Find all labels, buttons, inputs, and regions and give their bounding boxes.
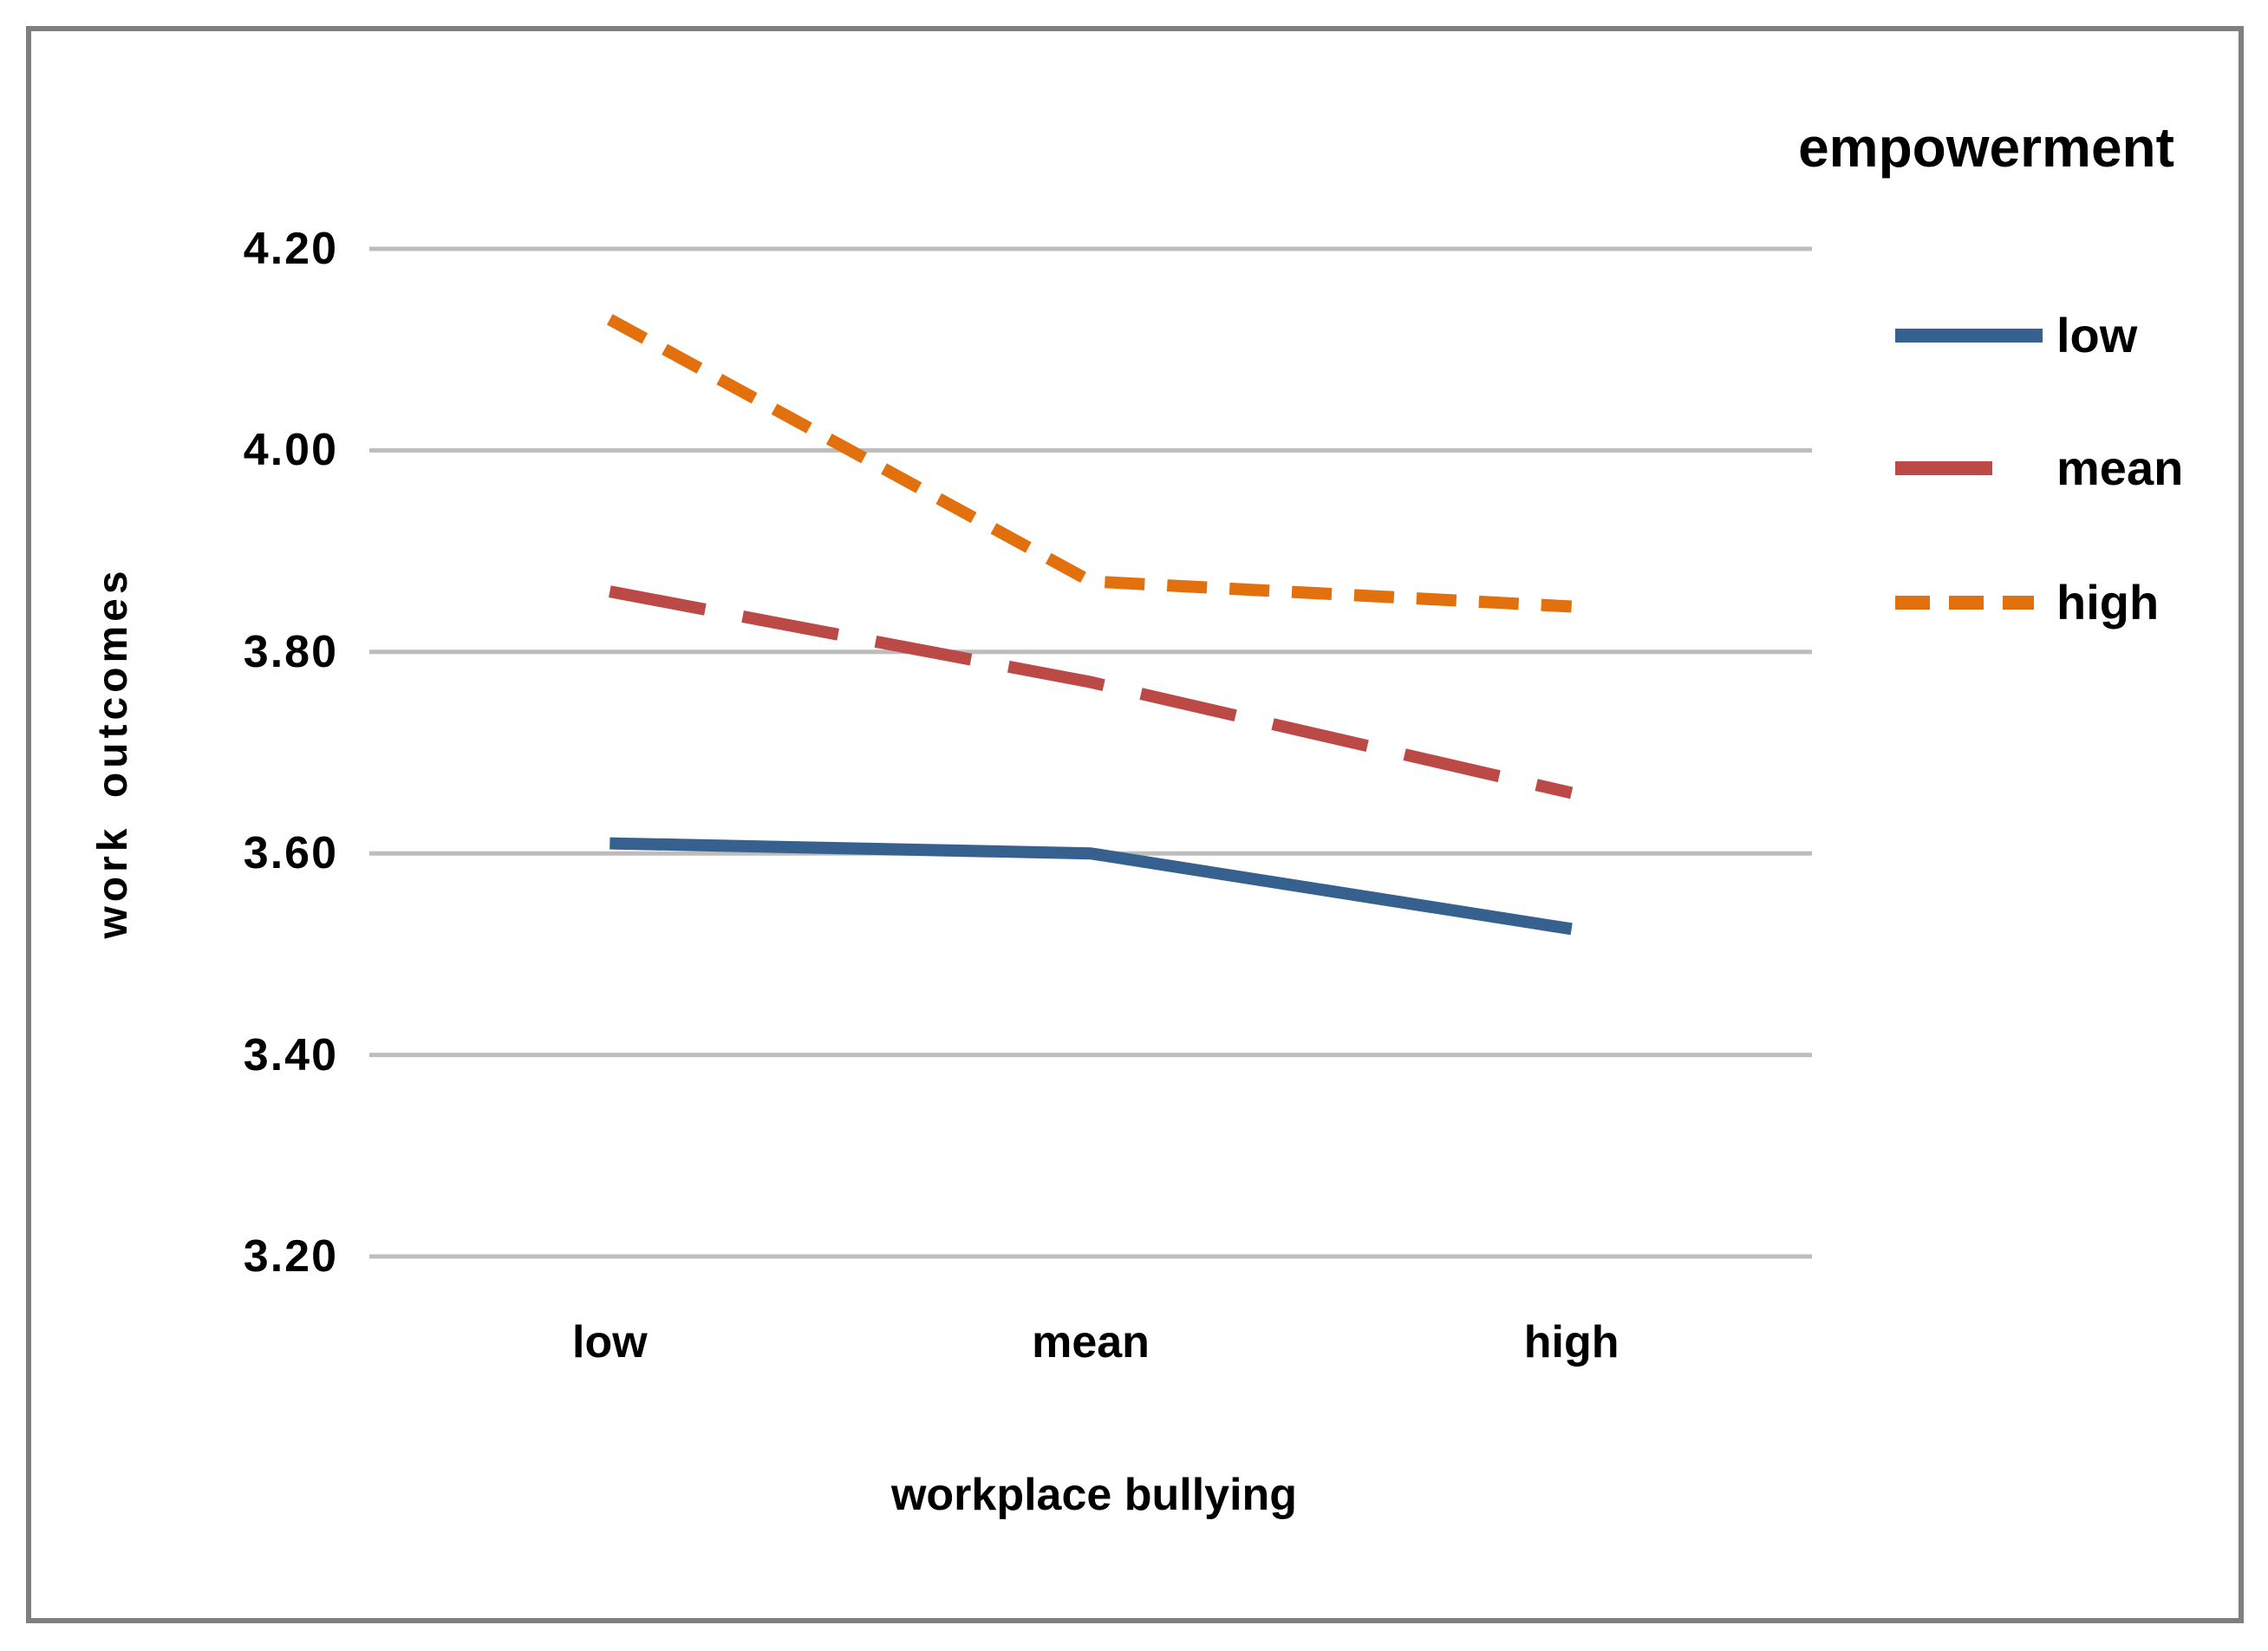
chart-frame-border xyxy=(26,26,2244,1623)
y-tick-label: 3.20 xyxy=(243,1231,338,1282)
legend-title: empowerment xyxy=(1798,116,2174,179)
y-tick-label: 4.20 xyxy=(243,224,338,274)
legend-swatch-line-icon xyxy=(1895,461,1992,475)
legend-swatch-line-icon xyxy=(1895,329,2043,343)
y-tick-label: 3.80 xyxy=(243,626,338,677)
legend-item-mean: mean xyxy=(1895,440,2183,496)
y-axis-title: work outcomes xyxy=(90,566,136,939)
legend-item-label: low xyxy=(2056,308,2138,362)
series-line-mean xyxy=(609,585,1574,799)
legend-item-low: low xyxy=(1895,308,2137,363)
legend-item-high: high xyxy=(1895,575,2159,630)
series-line-high xyxy=(606,314,1573,613)
x-axis-title: workplace bullying xyxy=(890,1470,1298,1520)
y-tick-label: 3.60 xyxy=(243,828,338,879)
y-tick-label: 4.00 xyxy=(243,425,338,476)
legend-item-label: high xyxy=(2056,575,2160,630)
x-tick-label: mean xyxy=(1032,1317,1150,1367)
x-tick-label: low xyxy=(571,1317,648,1367)
x-tick-label: high xyxy=(1523,1317,1620,1367)
y-tick-label: 3.40 xyxy=(243,1029,338,1080)
legend-swatch-line-icon xyxy=(1895,596,2034,610)
legend-item-label: mean xyxy=(2056,440,2184,495)
series-line-low xyxy=(609,837,1573,936)
